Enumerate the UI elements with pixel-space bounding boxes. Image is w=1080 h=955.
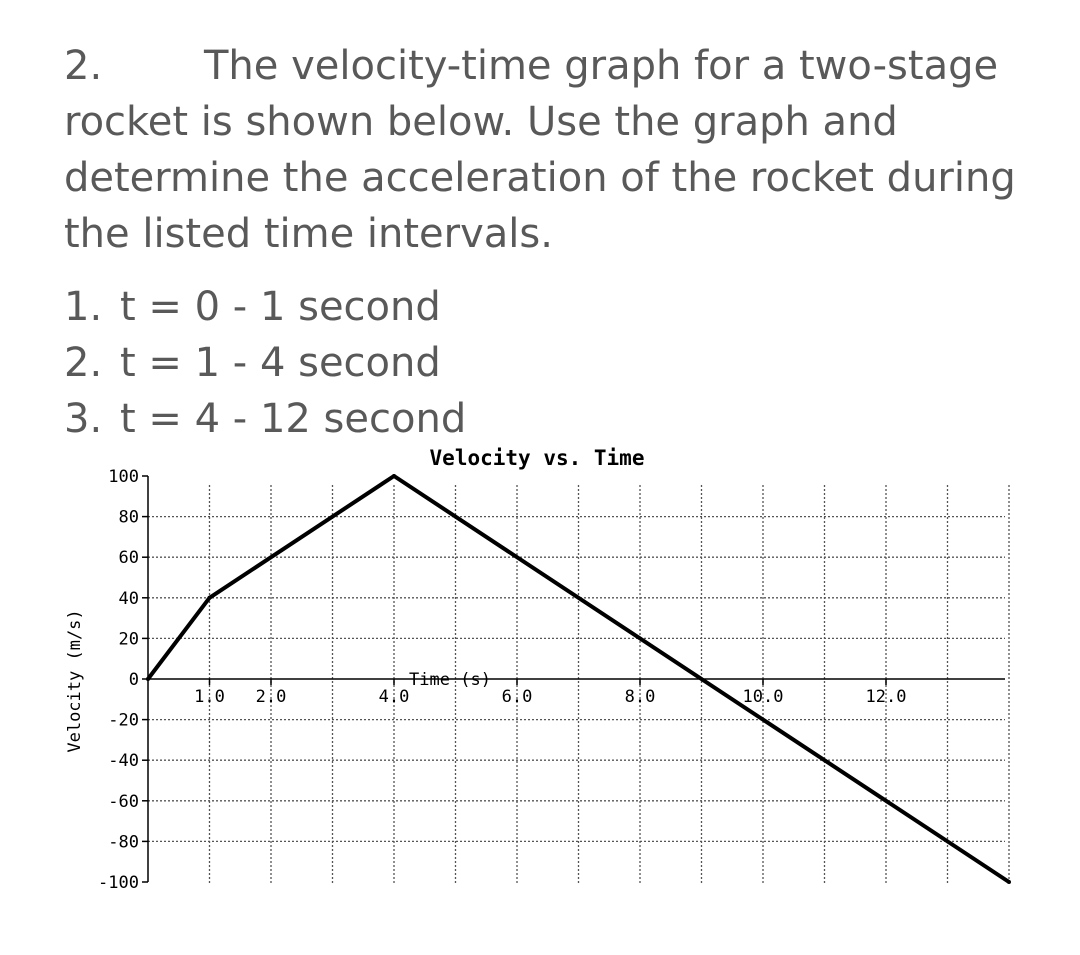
y-tick-label: 0 xyxy=(129,670,139,690)
problem-number: 2. xyxy=(64,43,103,89)
x-tick-label: 2.0 xyxy=(256,687,287,707)
chart-title: Velocity vs. Time xyxy=(430,446,645,470)
y-tick-label: 80 xyxy=(119,508,139,528)
interval-text: t = 0 - 1 second xyxy=(120,284,441,330)
interval-item-3: 3. t = 4 - 12 second xyxy=(64,391,466,447)
chart-series xyxy=(146,474,1011,884)
problem-text: The velocity-time graph for a two-stage … xyxy=(64,43,1016,257)
interval-item-1: 1. t = 0 - 1 second xyxy=(64,279,466,335)
x-tick-label: 4.0 xyxy=(379,687,410,707)
data-point xyxy=(392,474,396,478)
x-tick-label: 8.0 xyxy=(625,687,656,707)
x-axis-label: Time (s) xyxy=(409,670,491,690)
data-point xyxy=(1007,880,1011,884)
interval-text: t = 4 - 12 second xyxy=(120,396,467,442)
y-tick-label: 100 xyxy=(108,467,139,487)
interval-number: 2. xyxy=(64,340,103,386)
chart-grid xyxy=(148,485,1010,883)
chart-labels: 100 80 60 40 20 0 -20 -40 -60 -80 -100 1.0 2.0 4.0 6.0… xyxy=(98,467,906,893)
interval-text: t = 1 - 4 second xyxy=(120,340,441,386)
x-tick-label: 6.0 xyxy=(502,687,533,707)
y-axis-label: Velocity (m/s) xyxy=(65,609,85,752)
y-tick-label: -100 xyxy=(98,873,139,893)
velocity-series-line xyxy=(146,474,1011,884)
problem-statement: 2. The velocity-time graph for a two-stag… xyxy=(64,38,1024,262)
y-tick-label: 40 xyxy=(119,589,139,609)
y-tick-label: -60 xyxy=(108,792,139,812)
interval-list: 1. t = 0 - 1 second 2. t = 1 - 4 second 3.… xyxy=(64,279,466,447)
y-tick-label: 60 xyxy=(119,548,139,568)
y-tick-label: 20 xyxy=(119,629,139,649)
interval-number: 3. xyxy=(64,396,103,442)
y-tick-label: -20 xyxy=(108,711,139,731)
y-tick-label: -40 xyxy=(108,751,139,771)
x-tick-label: 1.0 xyxy=(194,687,225,707)
x-tick-label: 12.0 xyxy=(866,687,907,707)
x-tick-label: 10.0 xyxy=(743,687,784,707)
y-tick-label: -80 xyxy=(108,832,139,852)
interval-item-2: 2. t = 1 - 4 second xyxy=(64,335,466,391)
interval-number: 1. xyxy=(64,284,103,330)
data-point xyxy=(207,595,212,600)
data-point xyxy=(146,677,150,681)
